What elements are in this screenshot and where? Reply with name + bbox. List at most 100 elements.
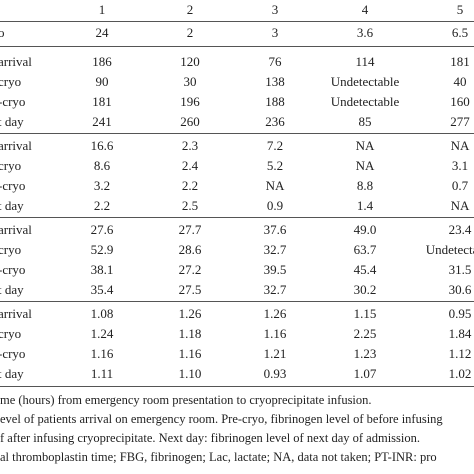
table-cell: 120	[180, 54, 200, 69]
table-cell: 6.5	[451, 25, 469, 40]
table-cell: 1.26	[178, 306, 202, 321]
row-label: -cryo	[0, 94, 26, 109]
table-cell: 260	[180, 114, 200, 129]
row-label: t day	[0, 114, 24, 129]
table-cell: NA	[450, 138, 470, 153]
table-cell: 35.4	[90, 282, 114, 297]
table-cell: 76	[268, 54, 282, 69]
table-cell: 236	[265, 114, 285, 129]
table-cell: 3.6	[356, 25, 374, 40]
row-label: cryo	[0, 326, 22, 341]
table-cell: 90	[95, 74, 109, 89]
row-label: cryo	[0, 242, 22, 257]
table-cell: 30.2	[353, 282, 377, 297]
table-cell: Undetectable	[425, 242, 474, 257]
row-label: t day	[0, 198, 24, 213]
table-cell: 8.6	[93, 158, 111, 173]
table-cell: 39.5	[263, 262, 287, 277]
table-cell: 1.84	[448, 326, 472, 341]
table-cell: 2.5	[181, 198, 199, 213]
table-cell: 277	[450, 114, 470, 129]
table-cell: NA	[355, 138, 375, 153]
table-cell: 241	[92, 114, 112, 129]
table-cell: 0.95	[448, 306, 472, 321]
table-cell: 114	[355, 54, 375, 69]
table-cell: NA	[355, 158, 375, 173]
table-cell: NA	[450, 198, 470, 213]
table-cell: 1.02	[448, 366, 472, 381]
table-cell: 30	[183, 74, 197, 89]
table-cell: 188	[265, 94, 285, 109]
row-label: -cryo	[0, 178, 26, 193]
table-cell: 49.0	[353, 222, 377, 237]
table-cell: 7.2	[266, 138, 284, 153]
table-cell: 3.2	[93, 178, 111, 193]
table-cell: 2.2	[181, 178, 199, 193]
table-bottom-rule	[0, 386, 474, 387]
table-cell: 24	[95, 25, 109, 40]
row-label: arrival	[0, 54, 32, 69]
table-cell: Undetectable	[330, 94, 400, 109]
table-cell: 0.9	[266, 198, 284, 213]
table-cell: 1.10	[178, 366, 202, 381]
table-cell: 1.16	[90, 346, 114, 361]
table-cell: 40	[453, 74, 467, 89]
row-label: cryo	[0, 158, 22, 173]
table-cell: 181	[450, 54, 470, 69]
table-cell: 2	[186, 25, 194, 40]
row-label: -cryo	[0, 262, 26, 277]
table-cell: 3.1	[451, 158, 469, 173]
row-label: t day	[0, 282, 24, 297]
row-label: t day	[0, 366, 24, 381]
table-cell: 1.08	[90, 306, 114, 321]
row-label: arrival	[0, 222, 32, 237]
footnote: al thromboplastin time; FBG, fibrinogen;…	[0, 450, 437, 464]
table-cell: 160	[450, 94, 470, 109]
table-cell: 38.1	[90, 262, 114, 277]
table-cell: 28.6	[178, 242, 202, 257]
row-label: o	[0, 25, 5, 40]
table-cell: 3	[271, 25, 279, 40]
footnote: evel of patients arrival on emergency ro…	[0, 412, 443, 426]
table-cell: 8.8	[356, 178, 374, 193]
table-cell: 32.7	[263, 242, 287, 257]
table-cell: 138	[265, 74, 285, 89]
table-cell: Undetectable	[330, 74, 400, 89]
table-cell: 1.16	[263, 326, 287, 341]
table-cell: 23.4	[448, 222, 472, 237]
table-cell: NA	[265, 178, 285, 193]
table-cell: 2.25	[353, 326, 377, 341]
row-rule	[0, 133, 474, 134]
table-cell: 0.7	[451, 178, 469, 193]
table-cell: 2.4	[181, 158, 199, 173]
footnote: me (hours) from emergency room presentat…	[0, 393, 372, 407]
table-cell: 181	[92, 94, 112, 109]
table-cell: 37.6	[263, 222, 287, 237]
table-cell: 1.16	[178, 346, 202, 361]
table-cell: 1.15	[353, 306, 377, 321]
row-rule	[0, 21, 474, 22]
row-label: cryo	[0, 74, 22, 89]
table-cell: 1.11	[90, 366, 114, 381]
table-cell: 196	[180, 94, 200, 109]
table-cell: 85	[358, 114, 372, 129]
table-cell: 1.21	[263, 346, 287, 361]
table-cell: 1.4	[356, 198, 374, 213]
table-cell: 186	[92, 54, 112, 69]
column-header: 4	[361, 2, 369, 17]
table-cell: 1.07	[353, 366, 377, 381]
table-cell: 2.3	[181, 138, 199, 153]
column-header: 1	[98, 2, 106, 17]
table-cell: 1.23	[353, 346, 377, 361]
table-cell: 1.12	[448, 346, 472, 361]
table-cell: 27.6	[90, 222, 114, 237]
row-rule	[0, 46, 474, 47]
row-label: arrival	[0, 306, 32, 321]
table-cell: 31.5	[448, 262, 472, 277]
row-rule	[0, 217, 474, 218]
column-header: 3	[271, 2, 279, 17]
row-label: arrival	[0, 138, 32, 153]
row-rule	[0, 301, 474, 302]
table-cell: 2.2	[93, 198, 111, 213]
